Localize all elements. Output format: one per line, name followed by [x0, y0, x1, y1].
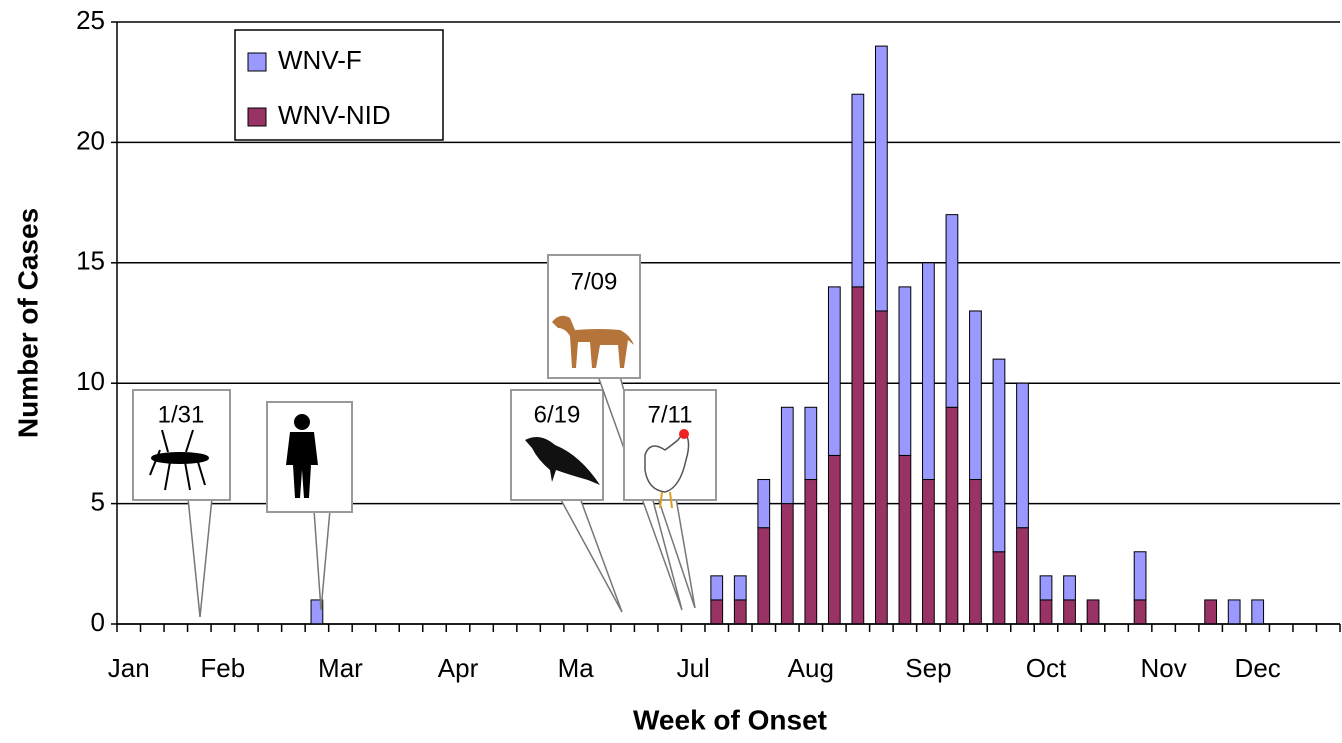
bar-segment	[711, 576, 723, 600]
bar-segment	[781, 407, 793, 503]
bar-segment	[993, 552, 1005, 624]
x-tick-label: Aug	[788, 653, 834, 683]
bar-segment	[805, 480, 817, 624]
y-tick-label: 0	[91, 607, 105, 637]
bar-segment	[828, 287, 840, 456]
bar-segment	[1134, 600, 1146, 624]
x-tick-label: Feb	[200, 653, 245, 683]
callouts	[133, 255, 716, 617]
bar-segment	[1064, 600, 1076, 624]
bar-segment	[970, 480, 982, 624]
x-tick-label: Apr	[438, 653, 479, 683]
bar-segment	[946, 215, 958, 408]
callout-pointer	[188, 498, 212, 617]
bar-segment	[923, 480, 935, 624]
bar-segment	[1017, 528, 1029, 624]
bar-segment	[923, 263, 935, 480]
bar-segment	[1087, 600, 1099, 624]
annotation: 6/19	[534, 401, 581, 428]
bars	[311, 46, 1264, 624]
annotation: 7/11	[648, 401, 693, 428]
legend-swatch	[248, 108, 266, 126]
bar-segment	[828, 455, 840, 624]
bar-segment	[875, 46, 887, 311]
y-tick-label: 15	[76, 246, 105, 276]
bar-segment	[852, 94, 864, 287]
y-tick-label: 5	[91, 486, 105, 516]
bar-segment	[734, 600, 746, 624]
bar-segment	[875, 311, 887, 624]
bar-segment	[852, 287, 864, 624]
bar-segment	[1205, 600, 1217, 624]
legend-swatch	[248, 53, 266, 71]
bar-segment	[1228, 600, 1240, 624]
x-tick-label: Oct	[1026, 653, 1067, 683]
x-tick-label: Jul	[677, 653, 710, 683]
x-axis-title: Week of Onset	[633, 704, 827, 735]
bar-segment	[899, 287, 911, 456]
y-tick-label: 10	[76, 366, 105, 396]
y-tick-label: 25	[76, 5, 105, 35]
bar-segment	[970, 311, 982, 480]
y-tick-label: 20	[76, 125, 105, 155]
bar-segment	[1040, 576, 1052, 600]
legend-label: WNV-F	[278, 45, 362, 75]
bar-segment	[946, 407, 958, 624]
x-tick-label: Nov	[1140, 653, 1186, 683]
bar-segment	[1252, 600, 1264, 624]
callout-pointer	[314, 510, 330, 610]
bar-segment	[1134, 552, 1146, 600]
callout-pointer	[560, 498, 622, 612]
annotation: 1/31	[158, 401, 205, 428]
bar-segment	[805, 407, 817, 479]
x-tick-label: Ma	[558, 653, 595, 683]
x-tick-label: Sep	[905, 653, 951, 683]
bar-segment	[899, 455, 911, 624]
x-tick-label: Dec	[1235, 653, 1281, 683]
legend: WNV-F WNV-NID	[235, 30, 443, 140]
bar-segment	[734, 576, 746, 600]
bar-segment	[758, 528, 770, 624]
bar-segment	[711, 600, 723, 624]
chart: Week of Onset Number of Cases	[0, 0, 1342, 743]
legend-label: WNV-NID	[278, 100, 391, 130]
bar-segment	[758, 480, 770, 528]
bar-segment	[993, 359, 1005, 552]
bar-segment	[781, 504, 793, 624]
y-axis-title: Number of Cases	[12, 208, 43, 438]
x-tick-label: Jan	[108, 653, 150, 683]
x-tick-label: Mar	[318, 653, 363, 683]
bar-segment	[1017, 383, 1029, 527]
bar-segment	[1064, 576, 1076, 600]
annotation: 7/09	[571, 268, 618, 295]
bar-segment	[1040, 600, 1052, 624]
